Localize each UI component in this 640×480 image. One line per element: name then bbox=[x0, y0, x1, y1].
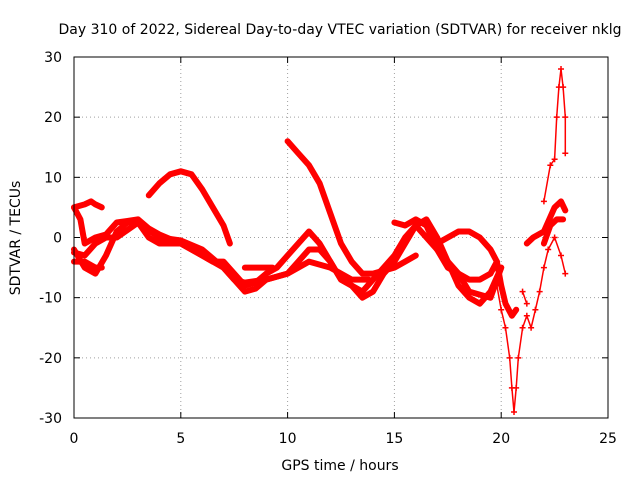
data-point-marker bbox=[515, 354, 522, 361]
y-tick-label: -10 bbox=[39, 291, 62, 307]
series-sat-i bbox=[391, 216, 500, 283]
data-point-marker bbox=[513, 384, 520, 391]
x-tick-label: 20 bbox=[492, 431, 510, 447]
data-point-marker bbox=[562, 270, 569, 277]
data-point-marker bbox=[562, 150, 569, 157]
series-sat-o bbox=[543, 68, 567, 203]
data-point-marker bbox=[560, 84, 567, 91]
x-tick-label: 5 bbox=[176, 431, 185, 447]
data-point-marker bbox=[551, 156, 558, 163]
axis-ticks: 0 5 10 15 20 25 -30 -20 -10 0 10 20 30 bbox=[39, 50, 617, 447]
x-tick-label: 0 bbox=[70, 431, 79, 447]
data-point-marker bbox=[493, 282, 500, 289]
data-point-marker bbox=[540, 198, 547, 205]
series-sat-j bbox=[434, 228, 520, 319]
data-point-marker bbox=[553, 114, 560, 121]
data-point-marker bbox=[551, 234, 558, 241]
data-point-marker bbox=[498, 306, 505, 313]
series-sat-b bbox=[71, 219, 505, 301]
x-tick-label: 10 bbox=[279, 431, 297, 447]
y-tick-label: 30 bbox=[44, 50, 62, 66]
data-point-marker bbox=[528, 324, 535, 331]
x-axis-label: GPS time / hours bbox=[281, 458, 398, 474]
data-point-marker bbox=[519, 288, 526, 295]
series-sat-e bbox=[71, 258, 105, 271]
data-point-marker bbox=[536, 288, 543, 295]
y-tick-label: 0 bbox=[53, 231, 62, 247]
series-sat-h bbox=[284, 138, 419, 277]
data-point-marker bbox=[532, 306, 539, 313]
data-series bbox=[71, 66, 569, 415]
series-sat-m bbox=[523, 198, 569, 247]
data-point-marker bbox=[502, 324, 509, 331]
series-sat-k bbox=[496, 236, 567, 413]
data-point-marker bbox=[545, 246, 552, 253]
series-sat-f bbox=[145, 168, 233, 247]
data-point-marker bbox=[523, 312, 530, 319]
data-point-marker bbox=[519, 324, 526, 331]
series-sat-n bbox=[540, 216, 567, 247]
data-point-marker bbox=[558, 252, 565, 259]
chart-title: Day 310 of 2022, Sidereal Day-to-day VTE… bbox=[59, 22, 622, 38]
series-sat-d bbox=[71, 198, 105, 211]
x-tick-label: 25 bbox=[599, 431, 617, 447]
y-tick-label: -20 bbox=[39, 351, 62, 367]
data-point-marker bbox=[506, 354, 513, 361]
data-point-marker bbox=[523, 300, 530, 307]
data-point-marker bbox=[547, 162, 554, 169]
data-point-marker bbox=[562, 114, 569, 121]
series-sat-c bbox=[71, 204, 505, 307]
data-point-marker bbox=[511, 408, 518, 415]
y-tick-label: 20 bbox=[44, 110, 62, 126]
x-tick-label: 15 bbox=[385, 431, 403, 447]
data-point-marker bbox=[558, 66, 565, 73]
y-axis-label: SDTVAR / TECUs bbox=[8, 181, 24, 296]
y-tick-label: 10 bbox=[44, 170, 62, 186]
data-point-marker bbox=[540, 264, 547, 271]
y-tick-label: -30 bbox=[39, 411, 62, 427]
